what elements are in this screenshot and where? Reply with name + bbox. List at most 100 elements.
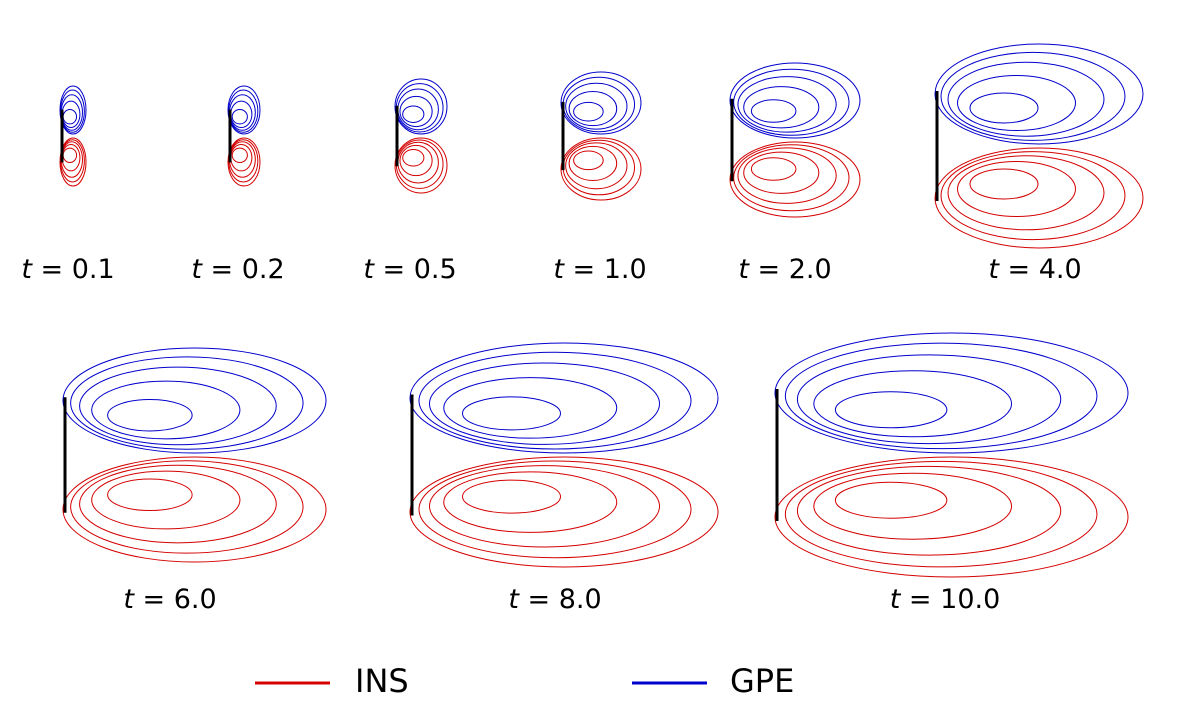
time-relation: = bbox=[41, 254, 64, 285]
contour-line-lower bbox=[462, 479, 561, 514]
time-value: 6.0 bbox=[174, 584, 217, 615]
contour-line-upper bbox=[729, 62, 861, 139]
contour-line-upper bbox=[228, 89, 259, 133]
contour-line-lower bbox=[399, 144, 433, 177]
contour-line-lower bbox=[796, 465, 1062, 556]
contour-panel bbox=[774, 332, 1129, 578]
contour-line-upper bbox=[70, 356, 304, 450]
time-label: t = 6.0 bbox=[123, 584, 216, 615]
contour-line-lower bbox=[70, 460, 304, 554]
contour-line-lower bbox=[750, 157, 797, 181]
contour-line-upper bbox=[231, 109, 248, 125]
contour-line-lower bbox=[231, 147, 248, 163]
contour-line-lower bbox=[443, 471, 618, 533]
legend-label: GPE bbox=[730, 662, 794, 700]
time-relation: = bbox=[909, 584, 932, 615]
contour-line-upper bbox=[429, 362, 660, 445]
time-label: t = 0.2 bbox=[191, 254, 284, 285]
contour-line-lower bbox=[813, 472, 1013, 540]
time-symbol: t bbox=[988, 254, 1000, 285]
time-label: t = 2.0 bbox=[738, 254, 831, 285]
contour-line-lower bbox=[969, 168, 1039, 200]
contour-line-lower bbox=[573, 150, 604, 171]
contour-line-upper bbox=[934, 43, 1144, 145]
time-value: 0.5 bbox=[414, 254, 457, 285]
contour-panel bbox=[729, 62, 861, 218]
contour-line-lower bbox=[402, 149, 425, 167]
contour-line-lower bbox=[91, 470, 241, 530]
contour-line-upper bbox=[462, 396, 561, 431]
contour-line-upper bbox=[947, 61, 1105, 137]
contour-line-lower bbox=[784, 460, 1098, 568]
contour-line-lower bbox=[947, 155, 1105, 231]
time-symbol: t bbox=[508, 584, 520, 615]
contour-line-upper bbox=[573, 101, 604, 122]
time-symbol: t bbox=[363, 254, 375, 285]
contour-line-lower bbox=[62, 147, 78, 163]
contour-line-lower bbox=[227, 137, 261, 187]
contour-line-upper bbox=[796, 354, 1062, 445]
time-relation: = bbox=[383, 254, 406, 285]
contour-line-upper bbox=[750, 99, 797, 123]
contour-line-lower bbox=[62, 456, 327, 563]
time-relation: = bbox=[573, 254, 596, 285]
legend-label: INS bbox=[355, 662, 409, 700]
contour-panel bbox=[409, 342, 719, 568]
contour-line-lower bbox=[394, 137, 448, 194]
contour-line-upper bbox=[969, 92, 1039, 124]
contour-line-lower bbox=[429, 465, 660, 548]
time-label: t = 8.0 bbox=[508, 584, 601, 615]
contour-line-upper bbox=[79, 366, 277, 446]
time-symbol: t bbox=[890, 584, 902, 615]
contour-line-upper bbox=[418, 351, 692, 450]
contour-line-lower bbox=[568, 145, 618, 181]
time-value: 1.0 bbox=[604, 254, 647, 285]
time-label: t = 1.0 bbox=[553, 254, 646, 285]
contour-line-upper bbox=[402, 105, 425, 123]
contour-line-upper bbox=[60, 89, 85, 133]
contour-line-lower bbox=[733, 144, 850, 212]
contour-line-lower bbox=[418, 460, 692, 559]
contour-line-lower bbox=[60, 139, 85, 183]
time-value: 8.0 bbox=[559, 584, 602, 615]
time-label: t = 10.0 bbox=[890, 584, 1001, 615]
time-label: t = 4.0 bbox=[988, 254, 1081, 285]
contour-line-upper bbox=[743, 86, 820, 129]
contour-panel bbox=[560, 71, 642, 201]
time-symbol: t bbox=[123, 584, 135, 615]
contour-line-upper bbox=[565, 82, 628, 130]
contour-line-upper bbox=[568, 91, 618, 127]
contour-line-upper bbox=[399, 95, 433, 128]
time-relation: = bbox=[1008, 254, 1031, 285]
contour-line-upper bbox=[409, 342, 719, 454]
contour-line-lower bbox=[940, 151, 1126, 241]
contour-panel bbox=[62, 347, 327, 563]
contour-line-lower bbox=[562, 139, 636, 196]
contour-panel bbox=[394, 78, 448, 194]
contour-line-upper bbox=[737, 76, 837, 133]
contour-line-upper bbox=[774, 332, 1129, 454]
contour-line-lower bbox=[565, 142, 628, 190]
time-value: 4.0 bbox=[1039, 254, 1082, 285]
contour-line-upper bbox=[733, 68, 850, 136]
contour-line-upper bbox=[560, 71, 642, 135]
contour-line-upper bbox=[62, 347, 327, 454]
contour-line-upper bbox=[443, 377, 618, 439]
time-value: 0.1 bbox=[72, 254, 115, 285]
contour-line-upper bbox=[957, 75, 1076, 131]
contour-line-lower bbox=[59, 137, 87, 187]
contour-line-upper bbox=[91, 380, 241, 440]
contour-line-lower bbox=[729, 141, 861, 218]
contour-line-lower bbox=[737, 147, 837, 204]
time-relation: = bbox=[211, 254, 234, 285]
contour-line-upper bbox=[59, 85, 87, 135]
contour-line-upper bbox=[784, 342, 1098, 450]
time-label: t = 0.5 bbox=[363, 254, 456, 285]
time-symbol: t bbox=[191, 254, 203, 285]
contour-line-upper bbox=[394, 78, 448, 135]
time-symbol: t bbox=[738, 254, 750, 285]
contour-line-lower bbox=[934, 147, 1144, 249]
contour-line-upper bbox=[562, 76, 636, 133]
time-label: t = 0.1 bbox=[21, 254, 114, 285]
